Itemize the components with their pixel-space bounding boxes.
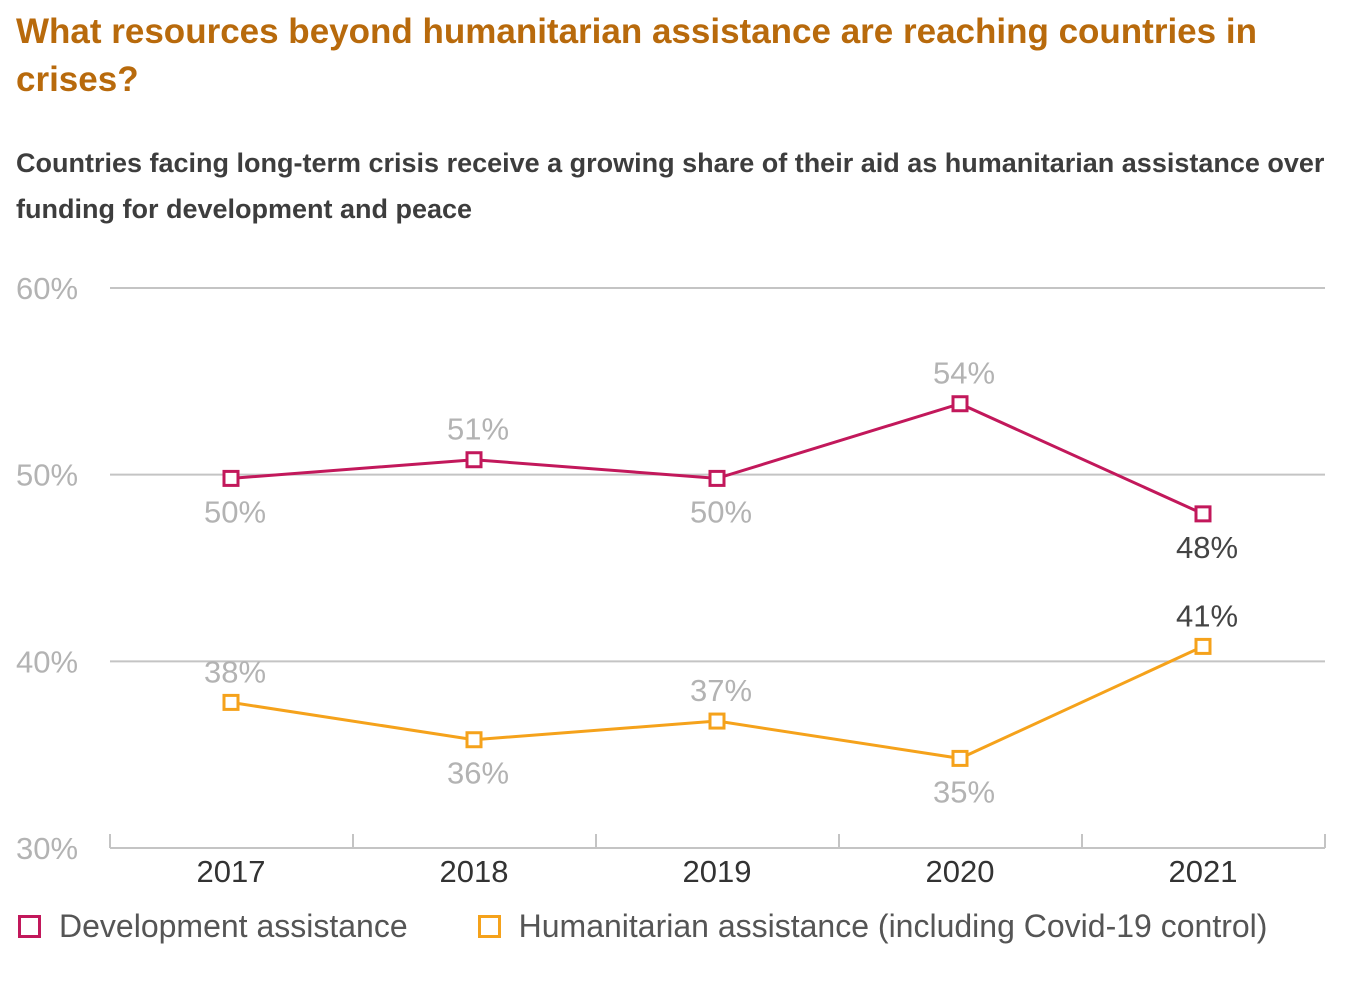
data-label-series-1-2019: 37%	[690, 673, 752, 708]
y-tick-label-50: 50%	[16, 458, 78, 493]
data-label-series-1-2021: 41%	[1176, 598, 1238, 633]
legend-label-development: Development assistance	[59, 908, 408, 944]
series-1-point-2019	[708, 712, 726, 730]
y-axis-ticks: 30% 40% 50% 60%	[16, 271, 78, 866]
series-0-point-2017	[222, 469, 240, 487]
series-0-point-2020	[951, 395, 969, 413]
series-0-point-2019	[708, 469, 726, 487]
x-tick-label-2021: 2021	[1169, 854, 1238, 889]
data-labels: 50% 51% 50% 54% 48% 38% 36% 37% 35% 41%	[204, 356, 1238, 810]
legend-item-development: Development assistance	[18, 908, 408, 945]
data-label-series-0-2018: 51%	[447, 412, 509, 447]
series-0-point-2018	[465, 451, 483, 469]
legend-label-humanitarian: Humanitarian assistance (including Covid…	[518, 908, 1268, 944]
data-label-series-1-2018: 36%	[447, 756, 509, 791]
data-label-series-0-2020: 54%	[933, 356, 995, 391]
data-label-series-0-2021: 48%	[1176, 530, 1238, 565]
data-label-series-0-2019: 50%	[690, 494, 752, 529]
series-1-point-2018	[465, 731, 483, 749]
x-axis-ticks: 2017 2018 2019 2020 2021	[197, 854, 1238, 889]
line-chart: 30% 40% 50% 60% 2017 2018 2019 2020 2021 50% 51%…	[16, 271, 1326, 889]
x-axis	[109, 834, 1326, 849]
legend-swatch-humanitarian	[477, 915, 501, 938]
x-tick-label-2017: 2017	[197, 854, 266, 889]
series-0-point-2021	[1194, 505, 1212, 523]
series	[222, 395, 1212, 767]
chart-title: What resources beyond humanitarian assis…	[16, 12, 1257, 99]
x-tick-label-2018: 2018	[440, 854, 509, 889]
y-tick-label-30: 30%	[16, 831, 78, 866]
data-label-series-1-2020: 35%	[933, 774, 995, 809]
series-1-point-2020	[951, 749, 969, 767]
series-1-point-2017	[222, 693, 240, 711]
data-label-series-1-2017: 38%	[204, 654, 266, 689]
legend-item-humanitarian: Humanitarian assistance (including Covid…	[477, 908, 1268, 945]
legend: Development assistance Humanitarian assi…	[18, 908, 1337, 945]
y-tick-label-60: 60%	[16, 271, 78, 306]
x-tick-label-2019: 2019	[683, 854, 752, 889]
y-tick-label-40: 40%	[16, 644, 78, 679]
data-label-series-0-2017: 50%	[204, 494, 266, 529]
series-1-point-2021	[1194, 637, 1212, 655]
chart-subtitle: Countries facing long-term crisis receiv…	[16, 148, 1325, 224]
legend-swatch-development	[18, 915, 41, 938]
x-tick-label-2020: 2020	[926, 854, 995, 889]
